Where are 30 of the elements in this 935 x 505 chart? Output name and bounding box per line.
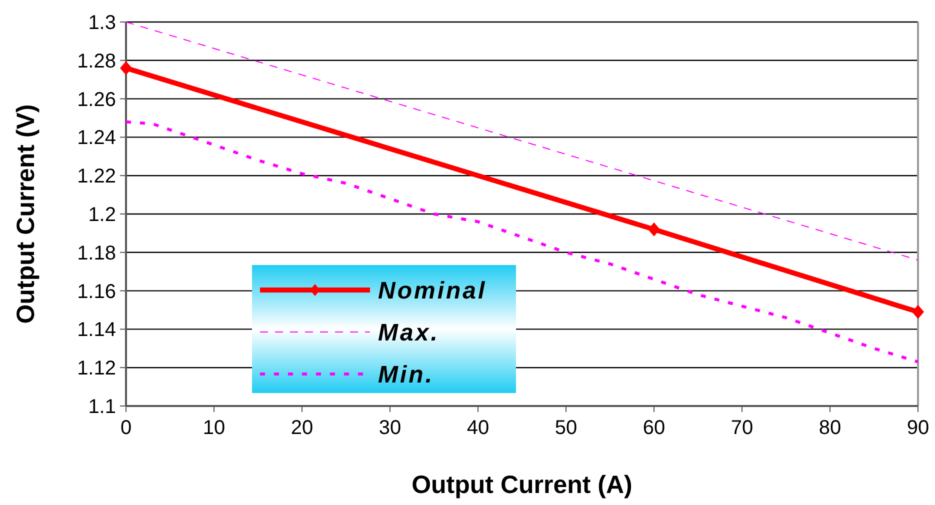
x-tick-label: 50 — [554, 417, 578, 439]
y-axis-title: Output Current (V) — [12, 104, 40, 324]
point — [912, 304, 924, 319]
line-series — [124, 120, 920, 364]
x-axis-title: Output Current (A) — [412, 471, 632, 499]
x-tick-label: 80 — [818, 417, 842, 439]
x-tick-label: 60 — [642, 417, 666, 439]
legend-label: Min. — [378, 361, 434, 388]
y-tick-label: 1.22 — [77, 166, 116, 188]
y-tick-label: 1.1 — [88, 396, 116, 418]
y-tick-label: 1.18 — [77, 242, 116, 264]
x-tick-label: 90 — [906, 417, 930, 439]
legend-label: Max. — [378, 319, 440, 346]
y-tick-label: 1.14 — [77, 319, 116, 342]
y-tick-label: 1.2 — [88, 204, 116, 226]
x-tick-label: 0 — [120, 417, 132, 439]
y-tick-label: 1.24 — [77, 127, 116, 150]
x-tick-label: 40 — [466, 417, 490, 439]
legend-label: Nominal — [378, 277, 487, 304]
y-tick-label: 1.28 — [77, 50, 116, 72]
x-tick-label: 30 — [378, 417, 402, 439]
x-tick-label: 10 — [202, 417, 226, 439]
y-tick-label: 1.26 — [77, 88, 116, 111]
x-tick-label: 20 — [290, 417, 314, 439]
point — [120, 61, 132, 76]
y-tick-label: 1.12 — [77, 358, 116, 380]
y-tick-label: 1.3 — [88, 12, 116, 34]
x-tick-label: 70 — [730, 417, 754, 439]
point — [648, 222, 660, 236]
y-tick-label: 1.16 — [77, 280, 116, 303]
